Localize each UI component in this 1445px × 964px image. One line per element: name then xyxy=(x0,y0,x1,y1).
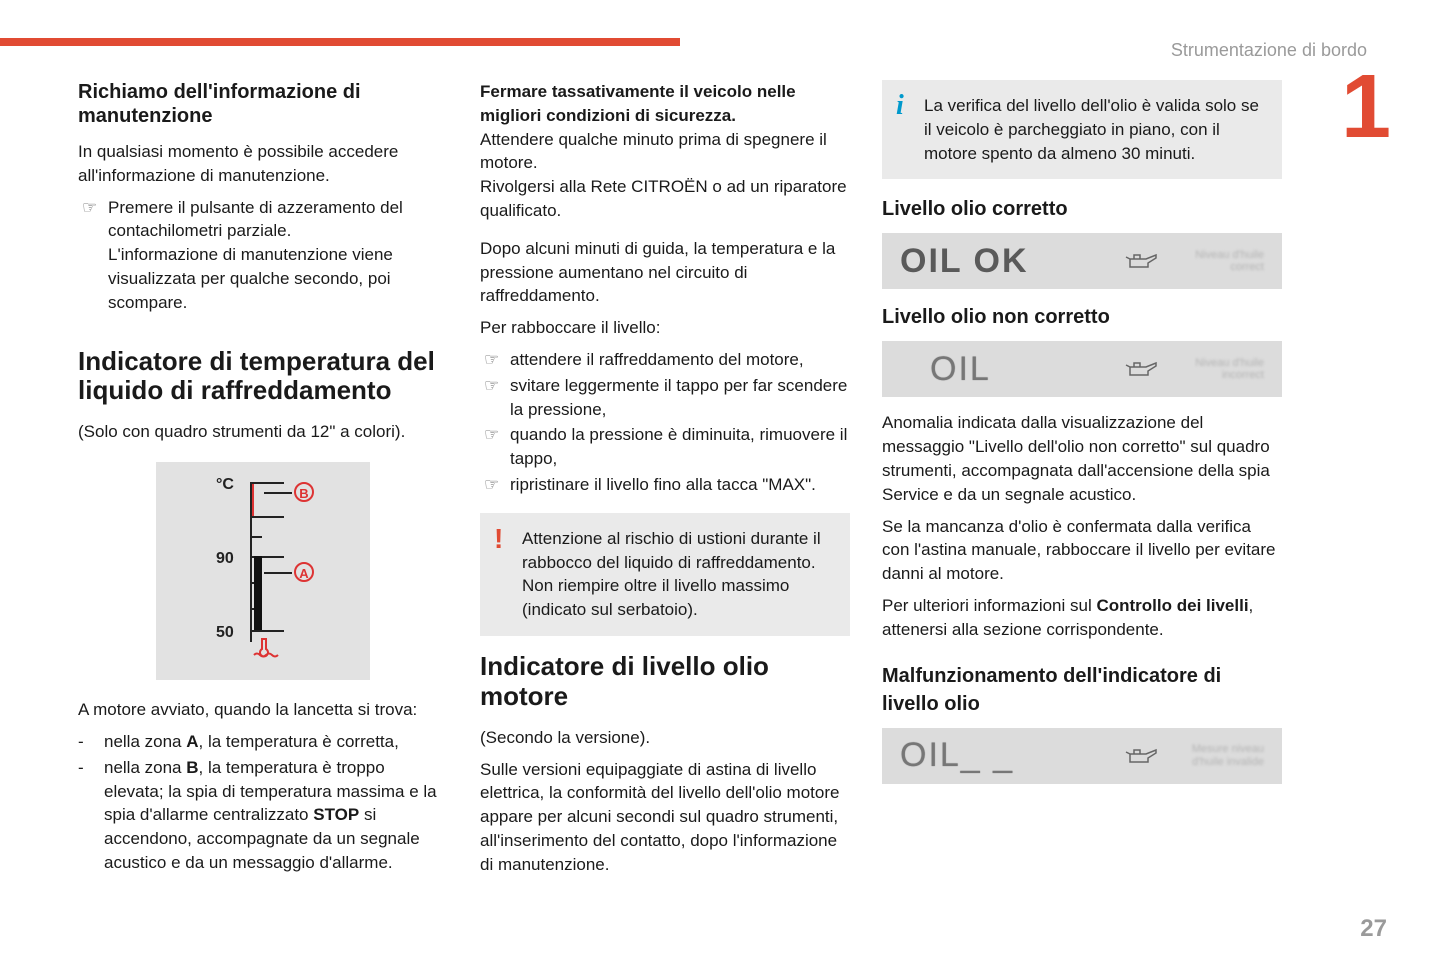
dash-icon: - xyxy=(78,756,104,875)
oil-incorrect-p2: Se la mancanza d'olio è confermata dalla… xyxy=(882,515,1282,586)
display-text: OIL xyxy=(900,346,1124,394)
oil-incorrect-p1: Anomalia indicata dalla visualizzazione … xyxy=(882,411,1282,506)
oil-description: Sulle versioni equipaggiate di astina di… xyxy=(480,758,850,877)
coolant-pressure-text: Dopo alcuni minuti di guida, la temperat… xyxy=(480,237,850,308)
oil-can-icon xyxy=(1124,251,1164,271)
gauge-tick xyxy=(250,516,284,518)
burn-warning-box: ! Attenzione al rischio di ustioni duran… xyxy=(480,513,850,636)
step-text: svitare leggermente il tappo per far sce… xyxy=(510,374,850,422)
gauge-leader xyxy=(264,572,292,574)
thermometer-icon xyxy=(250,637,286,670)
maintenance-steps: ☞ Premere il pulsante di azzeramento del… xyxy=(82,196,448,315)
display-text: OIL OK xyxy=(900,238,1124,286)
content-columns: Richiamo dell'informazione di manutenzio… xyxy=(78,80,1368,885)
coolant-version-note: (Solo con quadro strumenti da 12" a colo… xyxy=(78,420,448,444)
gauge-fill xyxy=(254,556,262,630)
list-item: ☞ Premere il pulsante di azzeramento del… xyxy=(82,196,448,315)
display-subtext: Niveau d'huile correct xyxy=(1178,249,1264,273)
list-item: - nella zona A, la temperatura è corrett… xyxy=(78,730,448,754)
temp-intro: A motore avviato, quando la lancetta si … xyxy=(78,698,448,722)
topup-intro: Per rabboccare il livello: xyxy=(480,316,850,340)
oil-incorrect-heading: Livello olio non corretto xyxy=(882,303,1282,331)
info-icon: i xyxy=(896,92,904,120)
gauge-tick xyxy=(250,630,284,632)
warning-text: Attenzione al rischio di ustioni durante… xyxy=(522,529,821,619)
column-3: i La verifica del livello dell'olio è va… xyxy=(882,80,1282,885)
pointer-icon: ☞ xyxy=(484,348,510,372)
warning-icon: ! xyxy=(494,525,503,553)
oil-malfunction-display: OIL_ _ Mesure niveau d'huile invalide xyxy=(882,728,1282,784)
column-1: Richiamo dell'informazione di manutenzio… xyxy=(78,80,448,885)
info-text: La verifica del livello dell'olio è vali… xyxy=(924,96,1259,163)
list-item: ☞ripristinare il livello fino alla tacca… xyxy=(484,473,850,497)
gauge-label-50: 50 xyxy=(216,622,234,644)
step-text: Premere il pulsante di azzeramento del c… xyxy=(108,198,403,241)
display-subtext: Mesure niveau d'huile invalide xyxy=(1178,743,1264,767)
maintenance-recall-heading: Richiamo dell'informazione di manutenzio… xyxy=(78,80,448,128)
step-text: attendere il raffreddamento del motore, xyxy=(510,348,804,372)
zone-b-text: nella zona B, la temperatura è troppo el… xyxy=(104,756,448,875)
step-text: ripristinare il livello fino alla tacca … xyxy=(510,473,816,497)
oil-check-info-box: i La verifica del livello dell'olio è va… xyxy=(882,80,1282,179)
list-item: ☞attendere il raffreddamento del motore, xyxy=(484,348,850,372)
oil-incorrect-display: OIL Niveau d'huile incorrect xyxy=(882,341,1282,397)
display-subtext: Niveau d'huile incorrect xyxy=(1178,357,1264,381)
gauge-tick xyxy=(250,482,284,484)
pointer-icon: ☞ xyxy=(484,374,510,422)
dash-icon: - xyxy=(78,730,104,754)
pointer-icon: ☞ xyxy=(82,196,108,315)
step-text: quando la pressione è diminuita, rimuove… xyxy=(510,423,850,471)
temperature-gauge-figure: °C 90 50 B A xyxy=(156,462,370,680)
top-accent-bar xyxy=(0,38,680,46)
gauge-leader xyxy=(264,492,292,494)
oil-can-icon xyxy=(1124,359,1164,379)
section-header: Strumentazione di bordo xyxy=(1171,38,1367,63)
display-text: OIL_ _ xyxy=(900,732,1124,780)
maintenance-intro: In qualsiasi momento è possibile acceder… xyxy=(78,140,448,188)
topup-steps: ☞attendere il raffreddamento del motore,… xyxy=(484,348,850,497)
list-item: - nella zona B, la temperatura è troppo … xyxy=(78,756,448,875)
gauge-unit: °C xyxy=(216,474,234,496)
oil-level-heading: Indicatore di livello olio motore xyxy=(480,652,850,712)
coolant-temp-heading: Indicatore di temperatura del liquido di… xyxy=(78,347,448,407)
stop-vehicle-text: Fermare tassativamente il veicolo nelle … xyxy=(480,80,850,223)
oil-can-icon xyxy=(1124,746,1164,766)
gauge-badge-a: A xyxy=(294,562,314,582)
oil-version-note: (Secondo la versione). xyxy=(480,726,850,750)
oil-malfunction-heading: Malfunzionamento dell'indicatore di live… xyxy=(882,662,1282,718)
step-text: L'informazione di manutenzione viene vis… xyxy=(108,245,393,312)
zone-a-text: nella zona A, la temperatura è corretta, xyxy=(104,730,399,754)
list-item: ☞svitare leggermente il tappo per far sc… xyxy=(484,374,850,422)
oil-ok-display: OIL OK Niveau d'huile correct xyxy=(882,233,1282,289)
gauge-badge-b: B xyxy=(294,482,314,502)
list-item: ☞quando la pressione è diminuita, rimuov… xyxy=(484,423,850,471)
column-2: Fermare tassativamente il veicolo nelle … xyxy=(480,80,850,885)
gauge-tick xyxy=(250,536,262,538)
page-number: 27 xyxy=(1360,912,1387,946)
pointer-icon: ☞ xyxy=(484,473,510,497)
gauge-label-90: 90 xyxy=(216,548,234,570)
pointer-icon: ☞ xyxy=(484,423,510,471)
oil-correct-heading: Livello olio corretto xyxy=(882,195,1282,223)
oil-incorrect-p3: Per ulteriori informazioni sul Controllo… xyxy=(882,594,1282,642)
